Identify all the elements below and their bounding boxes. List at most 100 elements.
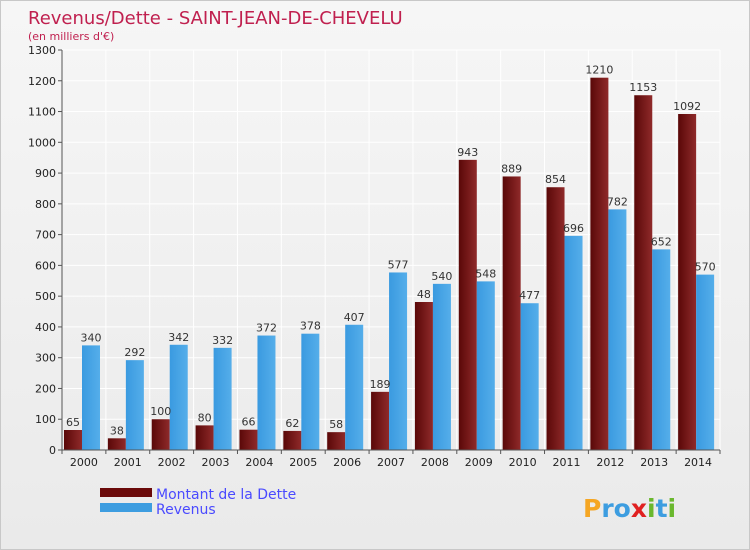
legend-label-revenus: Revenus bbox=[156, 502, 216, 518]
bar-revenus-2007 bbox=[389, 272, 408, 450]
label-dette-2000: 65 bbox=[66, 416, 80, 429]
x-tick-label-2002: 2002 bbox=[158, 456, 186, 469]
axes: 0 100 200 300 400 500 600 700 800 900 1000 1100 1200… bbox=[28, 44, 721, 469]
label-dette-2001: 38 bbox=[110, 424, 124, 437]
bar-revenus-2010 bbox=[520, 303, 539, 450]
x-tick-label-2009: 2009 bbox=[465, 456, 493, 469]
bar-dette-2010 bbox=[502, 176, 521, 450]
bar-revenus-2014 bbox=[696, 274, 715, 450]
x-tick-label-2000: 2000 bbox=[70, 456, 98, 469]
legend-swatch-revenus bbox=[100, 503, 152, 512]
bar-dette-2008 bbox=[414, 302, 433, 450]
legend-label-dette: Montant de la Dette bbox=[156, 487, 296, 503]
bars bbox=[64, 77, 715, 450]
label-revenus-2001: 292 bbox=[124, 346, 145, 359]
y-tick-label-100: 100 bbox=[35, 413, 56, 426]
label-dette-2006: 58 bbox=[329, 418, 343, 431]
y-tick-label-1000: 1000 bbox=[28, 136, 56, 149]
bar-revenus-2001 bbox=[125, 360, 144, 450]
svg-text:Proxiti: Proxiti bbox=[583, 494, 676, 523]
bar-revenus-2004 bbox=[257, 335, 276, 450]
x-tick-label-2003: 2003 bbox=[202, 456, 230, 469]
x-tick-label-2010: 2010 bbox=[509, 456, 537, 469]
label-dette-2010: 889 bbox=[501, 162, 522, 175]
y-tick-label-900: 900 bbox=[35, 167, 56, 180]
bar-revenus-2003 bbox=[213, 347, 232, 450]
y-tick-label-600: 600 bbox=[35, 259, 56, 272]
x-tick-label-2004: 2004 bbox=[245, 456, 273, 469]
label-dette-2014: 1092 bbox=[673, 100, 701, 113]
x-tick-label-2014: 2014 bbox=[684, 456, 712, 469]
bar-dette-2014 bbox=[678, 114, 697, 450]
label-revenus-2008: 540 bbox=[431, 270, 452, 283]
bar-dette-2004 bbox=[239, 429, 258, 450]
label-dette-2008: 48 bbox=[417, 288, 431, 301]
x-tick-label-2001: 2001 bbox=[114, 456, 142, 469]
label-revenus-2004: 372 bbox=[256, 322, 277, 335]
label-revenus-2010: 477 bbox=[519, 289, 540, 302]
legend-swatch-dette bbox=[100, 488, 152, 497]
y-tick-label-700: 700 bbox=[35, 229, 56, 242]
label-revenus-2003: 332 bbox=[212, 334, 233, 347]
bar-dette-2011 bbox=[546, 187, 565, 450]
bar-dette-2012 bbox=[590, 77, 609, 450]
label-revenus-2005: 378 bbox=[300, 320, 321, 333]
data-labels: 65 340 38 292 100 342 80 332 66 372 62 378 58 407 189 5… bbox=[66, 64, 716, 438]
bar-dette-2007 bbox=[371, 391, 390, 450]
y-tick-label-1100: 1100 bbox=[28, 106, 56, 119]
x-tick-label-2006: 2006 bbox=[333, 456, 361, 469]
legend: Montant de la Dette Revenus bbox=[100, 487, 296, 518]
label-revenus-2007: 577 bbox=[388, 258, 409, 271]
bar-revenus-2005 bbox=[301, 333, 320, 450]
label-dette-2004: 66 bbox=[241, 416, 255, 429]
y-tick-label-1200: 1200 bbox=[28, 75, 56, 88]
label-dette-2005: 62 bbox=[285, 417, 299, 430]
bar-dette-2005 bbox=[283, 430, 302, 450]
label-revenus-2006: 407 bbox=[344, 311, 365, 324]
bar-dette-2003 bbox=[195, 425, 214, 450]
x-tick-label-2005: 2005 bbox=[289, 456, 317, 469]
bar-revenus-2012 bbox=[608, 209, 627, 450]
label-dette-2013: 1153 bbox=[629, 81, 657, 94]
bar-dette-2000 bbox=[64, 430, 82, 450]
bar-revenus-2013 bbox=[652, 249, 671, 450]
y-tick-label-1300: 1300 bbox=[28, 44, 56, 57]
proxiti-logo: Proxiti bbox=[583, 494, 676, 523]
label-revenus-2011: 696 bbox=[563, 222, 584, 235]
bar-revenus-2011 bbox=[564, 235, 583, 450]
bar-revenus-2006 bbox=[345, 324, 364, 450]
y-tick-label-0: 0 bbox=[49, 444, 56, 457]
label-dette-2012: 1210 bbox=[585, 64, 613, 77]
bar-dette-2013 bbox=[634, 95, 653, 450]
bar-dette-2001 bbox=[107, 438, 126, 450]
y-tick-label-200: 200 bbox=[35, 382, 56, 395]
bar-revenus-2008 bbox=[432, 283, 451, 450]
bar-dette-2002 bbox=[151, 419, 170, 450]
x-tick-label-2011: 2011 bbox=[552, 456, 580, 469]
y-tick-label-800: 800 bbox=[35, 198, 56, 211]
chart-subtitle: (en milliers d'€) bbox=[28, 30, 114, 43]
bar-revenus-2009 bbox=[476, 281, 495, 450]
label-revenus-2014: 570 bbox=[695, 261, 716, 274]
label-revenus-2009: 548 bbox=[475, 267, 496, 280]
label-dette-2011: 854 bbox=[545, 173, 566, 186]
label-revenus-2013: 652 bbox=[651, 235, 672, 248]
label-dette-2009: 943 bbox=[457, 146, 478, 159]
x-tick-label-2007: 2007 bbox=[377, 456, 405, 469]
bar-revenus-2002 bbox=[169, 344, 188, 450]
x-tick-label-2012: 2012 bbox=[596, 456, 624, 469]
chart-title: Revenus/Dette - SAINT-JEAN-DE-CHEVELU bbox=[28, 8, 403, 29]
label-dette-2007: 189 bbox=[370, 378, 391, 391]
y-tick-label-300: 300 bbox=[35, 352, 56, 365]
x-tick-label-2013: 2013 bbox=[640, 456, 668, 469]
label-dette-2002: 100 bbox=[150, 405, 171, 418]
x-tick-label-2008: 2008 bbox=[421, 456, 449, 469]
label-revenus-2012: 782 bbox=[607, 195, 628, 208]
bar-revenus-2000 bbox=[82, 345, 100, 450]
label-dette-2003: 80 bbox=[198, 411, 212, 424]
y-tick-label-400: 400 bbox=[35, 321, 56, 334]
label-revenus-2000: 340 bbox=[81, 331, 102, 344]
y-tick-label-500: 500 bbox=[35, 290, 56, 303]
label-revenus-2002: 342 bbox=[168, 331, 189, 344]
